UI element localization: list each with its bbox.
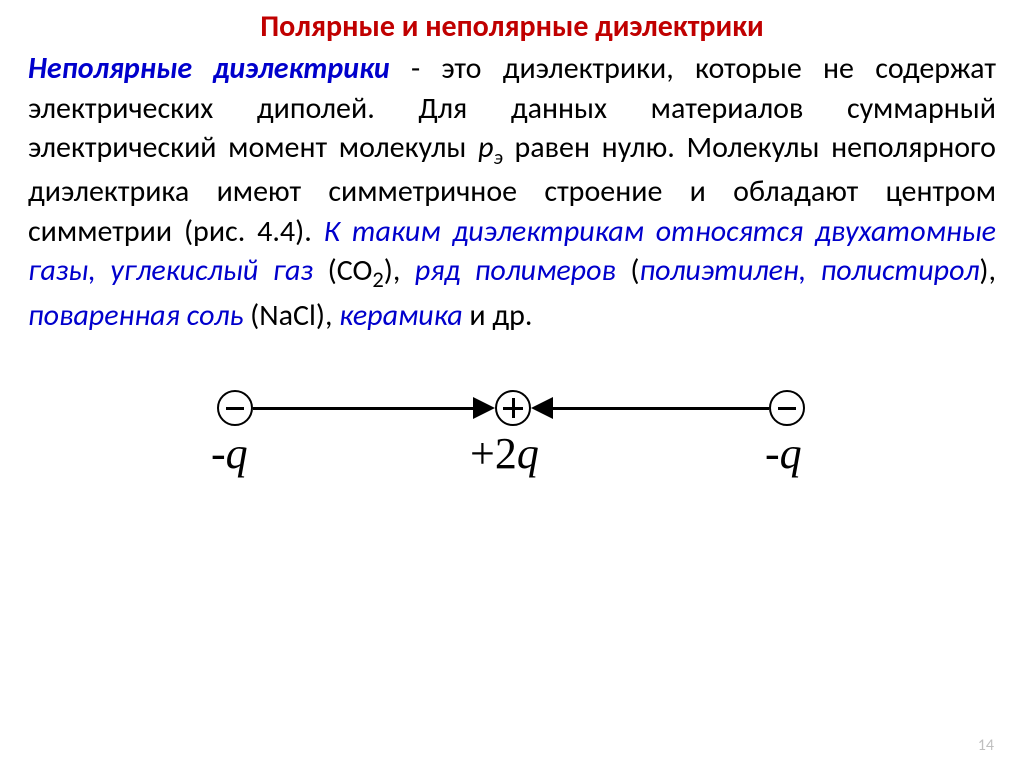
page-number: 14 <box>978 736 994 755</box>
arrow-line-left <box>253 407 473 410</box>
text-run-10: поваренная соль <box>28 297 243 334</box>
diagram-container: -q +2q -q <box>28 390 996 510</box>
co2-sub: 2 <box>372 267 383 294</box>
text-run-8: полиэтилен, полистирол <box>639 252 979 289</box>
right-charge-circle <box>769 390 805 426</box>
label-center: +2q <box>470 428 539 479</box>
text-run-5: ), <box>384 252 415 289</box>
left-charge-circle <box>217 390 253 426</box>
slide-title: Полярные и неполярные диэлектрики <box>28 8 996 45</box>
text-run-6: ряд полимеров <box>415 252 616 289</box>
main-paragraph: Неполярные диэлектрики - это диэлектрики… <box>28 49 996 335</box>
text-run-13: и др. <box>463 297 533 334</box>
arrowhead-right-icon <box>473 397 495 419</box>
slide-content: Полярные и неполярные диэлектрики Неполя… <box>0 0 1024 510</box>
plus-icon <box>503 398 523 418</box>
center-charge-circle <box>495 390 531 426</box>
minus-icon <box>778 407 796 410</box>
label-left: -q <box>211 428 248 479</box>
var-p-sub: э <box>494 144 503 170</box>
text-run-7: ( <box>616 252 640 289</box>
lead-term: Неполярные диэлектрики <box>28 50 390 87</box>
arrowhead-left-icon <box>531 397 553 419</box>
text-run-11: (NaCl), <box>243 297 339 334</box>
arrow-line-right <box>553 407 769 410</box>
dipole-diagram: -q +2q -q <box>217 390 807 510</box>
label-right: -q <box>765 428 802 479</box>
text-run-4: (CO <box>313 252 372 289</box>
text-run-9: ), <box>979 252 996 289</box>
var-p: p <box>478 129 493 166</box>
minus-icon <box>226 407 244 410</box>
text-run-12: керамика <box>339 297 462 334</box>
